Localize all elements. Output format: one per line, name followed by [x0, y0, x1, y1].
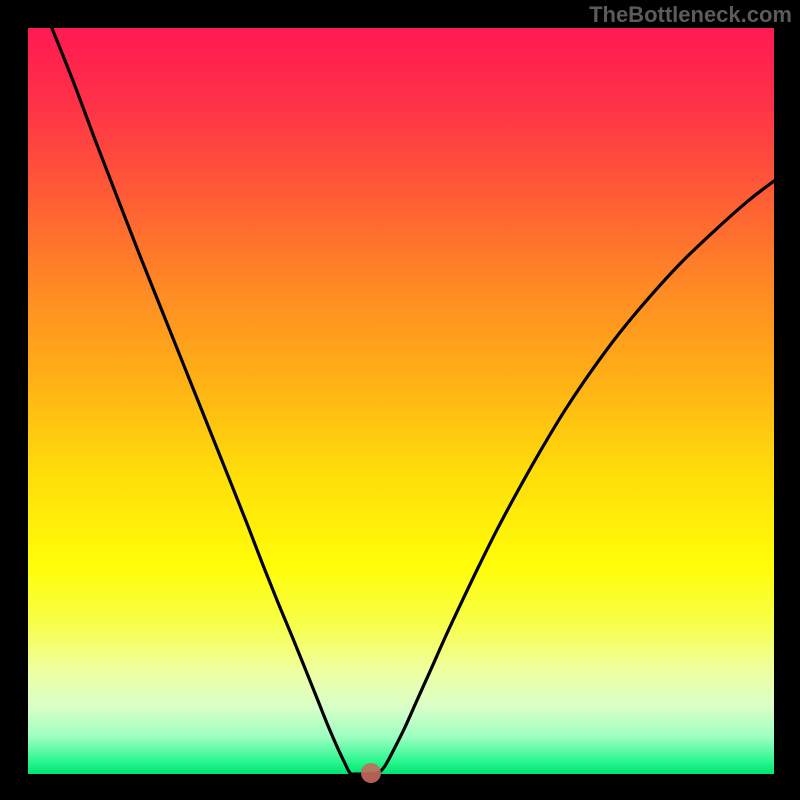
watermark-text: TheBottleneck.com [589, 2, 792, 28]
optimal-point-marker [361, 763, 381, 783]
outer-canvas: TheBottleneck.com [0, 0, 800, 800]
gradient-background [28, 28, 774, 774]
plot-area [28, 28, 774, 774]
